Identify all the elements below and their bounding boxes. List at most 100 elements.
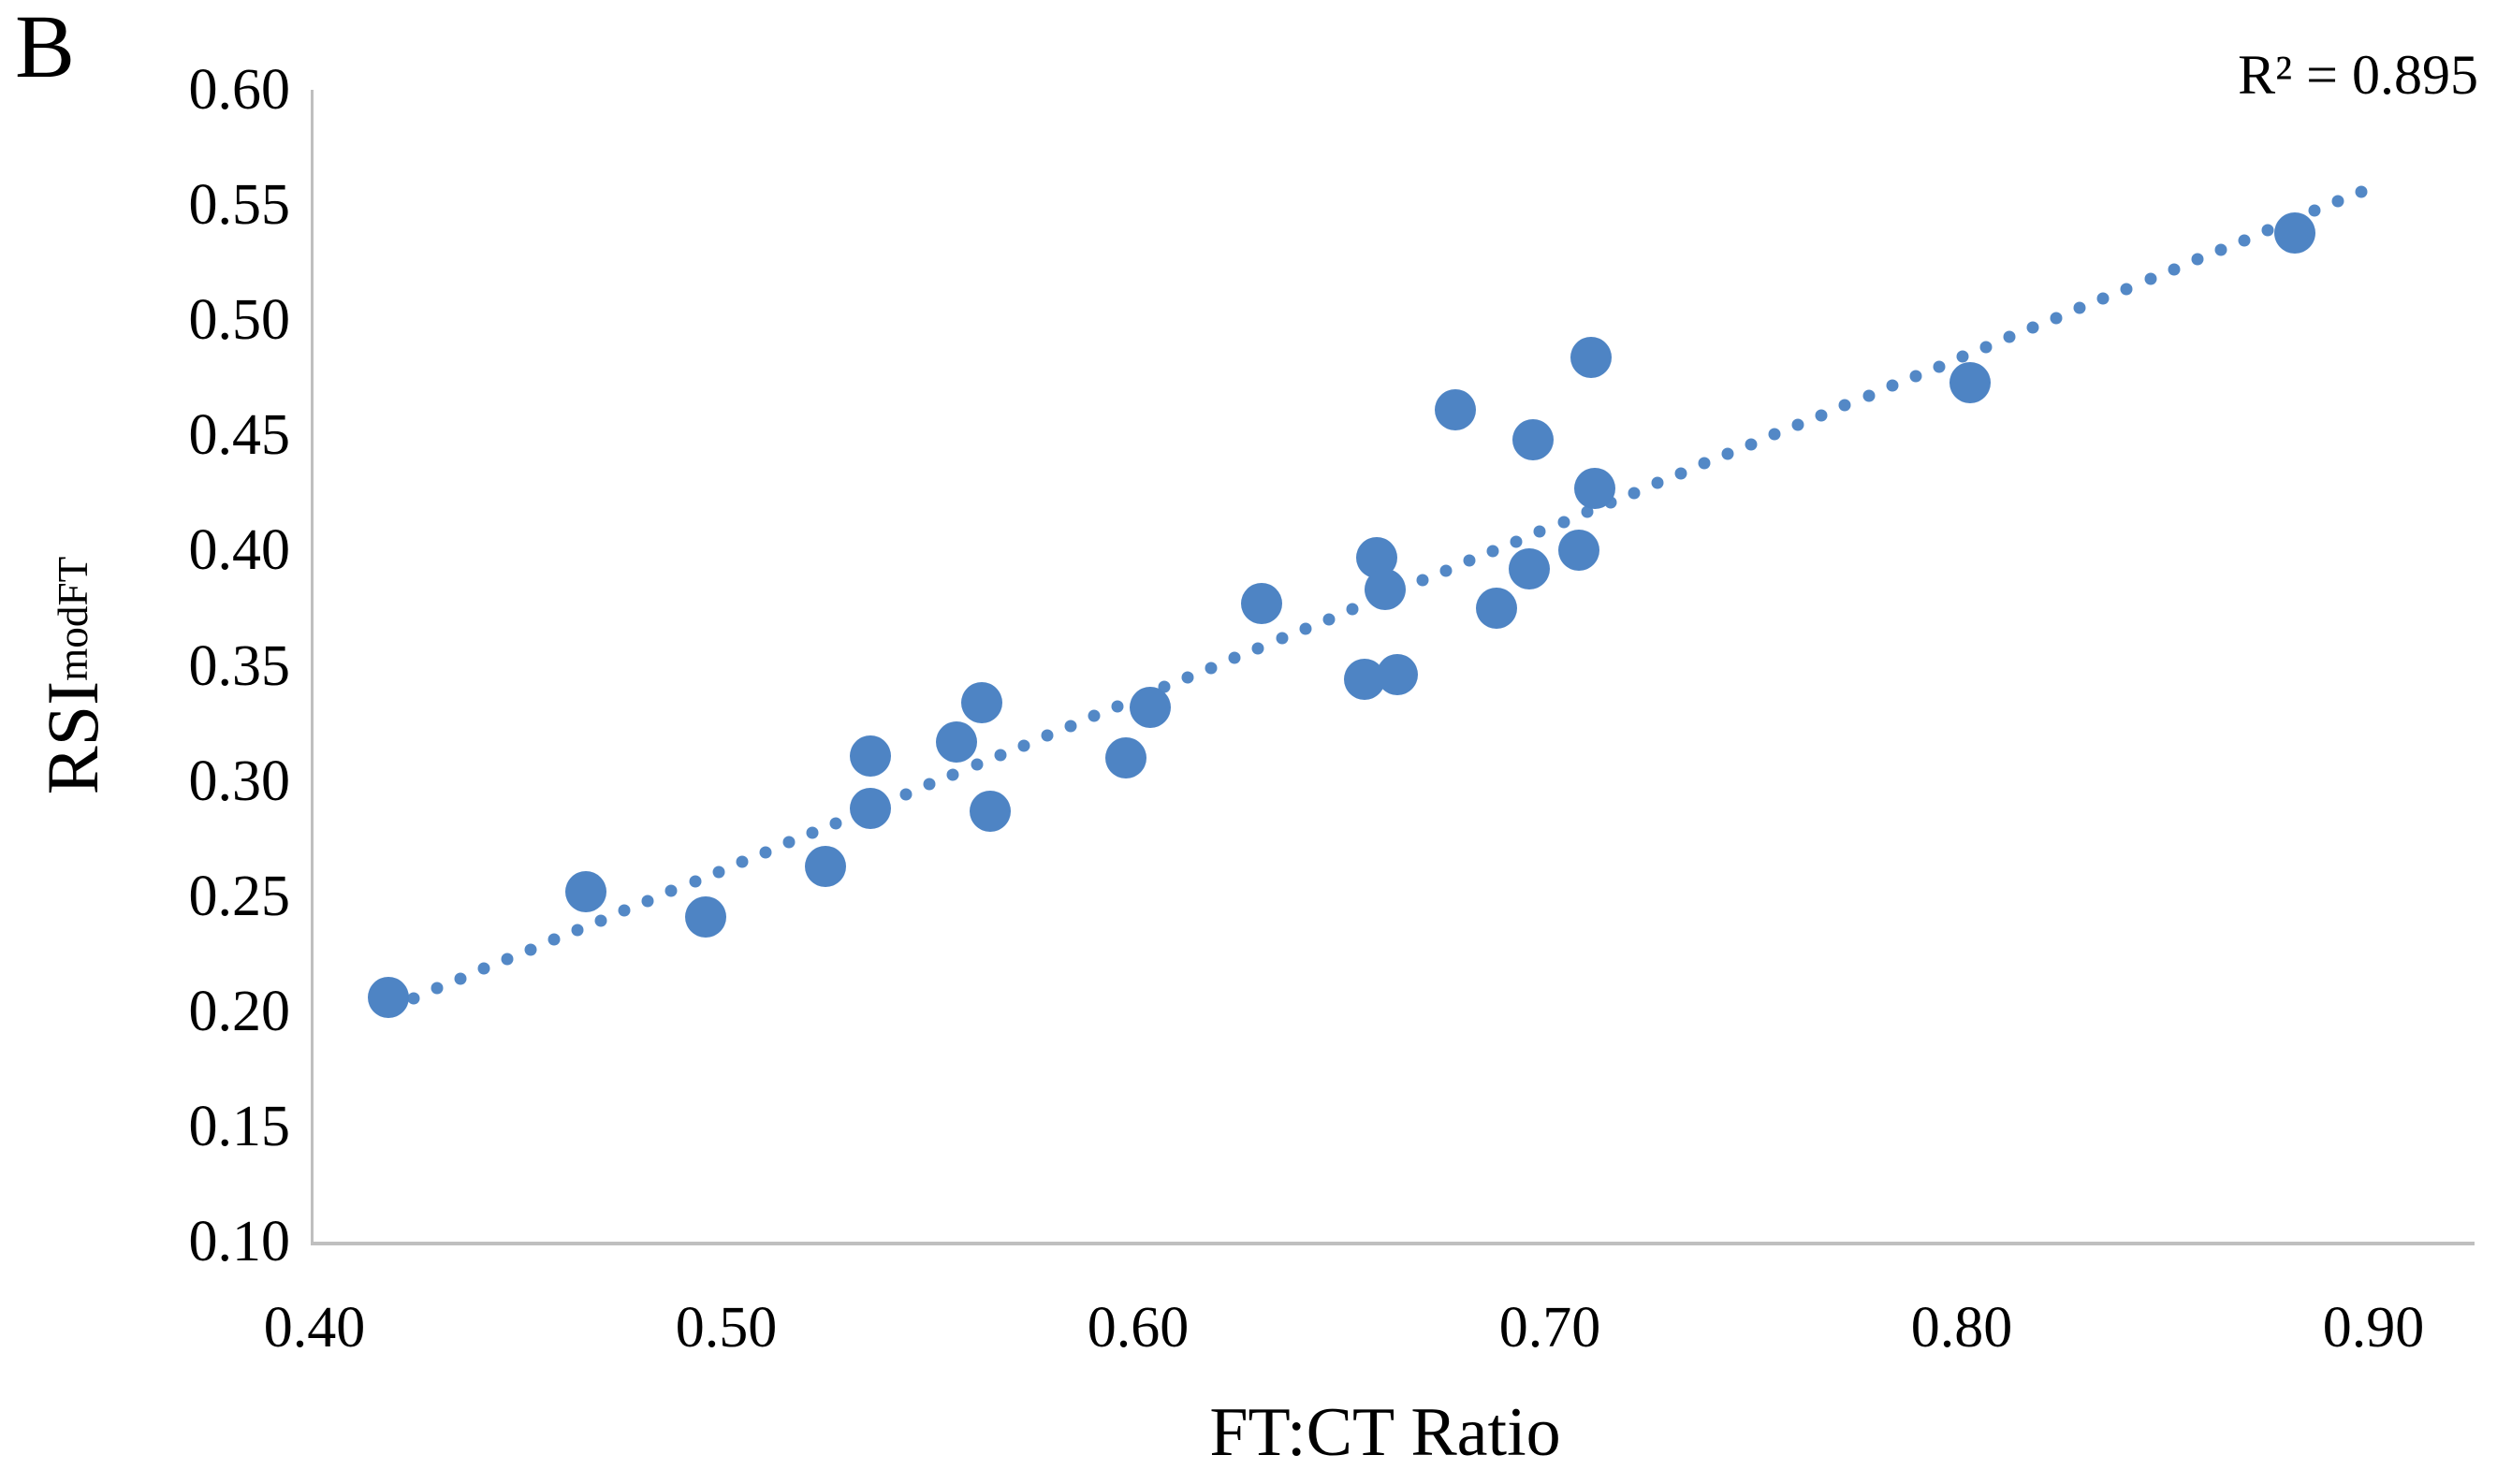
trendline-dot — [1533, 525, 1546, 538]
trendline-dot — [1064, 720, 1077, 733]
trendline-dot — [1581, 505, 1594, 518]
trendline-dot — [1651, 476, 1664, 489]
trendline-dot — [829, 817, 842, 830]
data-point — [1377, 654, 1419, 696]
x-tick-label: 0.40 — [263, 1296, 366, 1360]
trendline-dot — [1721, 447, 1734, 460]
x-axis-line — [311, 1242, 2475, 1245]
data-point — [1365, 569, 1406, 611]
trendline-dot — [2214, 243, 2227, 256]
y-tick-label: 0.60 — [188, 58, 291, 122]
trendline-dot — [1017, 739, 1030, 752]
trendline-dot — [1276, 632, 1289, 645]
trendline-dot — [1439, 564, 1453, 577]
trendline-dot — [2144, 272, 2157, 285]
trendline-dot — [571, 924, 584, 937]
x-axis-title: FT:CT Ratio — [1209, 1394, 1561, 1471]
trendline-dot — [2050, 312, 2063, 325]
y-tick-label: 0.35 — [188, 633, 291, 698]
y-tick-label: 0.40 — [188, 518, 291, 583]
trendline-dot — [431, 982, 444, 995]
trendline-dot — [899, 788, 913, 801]
trendline-dot — [1628, 487, 1641, 500]
y-tick-label: 0.30 — [188, 749, 291, 813]
y-tick-label: 0.25 — [188, 864, 291, 928]
trendline-dot — [1557, 516, 1570, 529]
data-point — [936, 720, 978, 763]
data-point — [368, 977, 410, 1019]
trendline-dot — [454, 972, 467, 985]
data-point — [804, 845, 846, 887]
trendline-dot — [1322, 613, 1336, 626]
trendline-dot — [1838, 399, 1851, 412]
trendline-dot — [407, 992, 420, 1005]
x-tick-label: 0.70 — [1498, 1296, 1601, 1360]
data-point — [1104, 736, 1146, 778]
trendline-dot — [1886, 379, 1899, 392]
data-point — [850, 788, 891, 830]
trendline-dot — [2355, 185, 2368, 198]
trendline-dot — [2026, 321, 2039, 334]
trendline-dot — [2120, 283, 2133, 296]
y-axis-line — [311, 90, 314, 1243]
trendline-dot — [2168, 263, 2181, 276]
x-tick-label: 0.80 — [1910, 1296, 2013, 1360]
trendline-dot — [759, 846, 772, 859]
trendline-dot — [923, 778, 936, 791]
trendline-dot — [1862, 389, 1876, 402]
trendline-dot — [594, 914, 607, 927]
trendline-dot — [1979, 341, 1993, 354]
r-squared-annotation: R² = 0.895 — [2238, 44, 2478, 106]
data-point — [685, 895, 726, 938]
trendline-dot — [1933, 360, 1946, 373]
data-point — [1241, 583, 1282, 625]
x-tick-label: 0.90 — [2322, 1296, 2425, 1360]
trendline-dot — [1088, 709, 1101, 722]
trendline-dot — [1510, 535, 1523, 548]
trendline-dot — [689, 875, 702, 888]
trendline-dot — [1251, 642, 1264, 655]
data-point — [1949, 361, 1991, 403]
trendline-dot — [2238, 234, 2251, 247]
trendline-dot — [2261, 224, 2274, 237]
trendline-dot — [2331, 195, 2344, 208]
trendline-dot — [1745, 438, 1758, 451]
data-point — [1130, 686, 1172, 728]
y-tick-label: 0.45 — [188, 403, 291, 468]
trendline-dot — [2191, 253, 2204, 266]
trendline-dot — [712, 866, 725, 879]
trendline-dot — [1416, 574, 1429, 587]
data-point — [2274, 211, 2316, 254]
trendline-dot — [1299, 622, 1312, 635]
trendline-dot — [1228, 651, 1241, 664]
trendline-dot — [1815, 409, 1828, 422]
y-tick-label: 0.10 — [188, 1210, 291, 1273]
trendline-dot — [1956, 350, 1969, 363]
data-point — [850, 735, 891, 777]
data-point — [1570, 336, 1612, 378]
panel-label: B — [15, 0, 76, 96]
trendline-dot — [664, 884, 678, 897]
trendline-dot — [994, 749, 1007, 762]
x-tick-label: 0.60 — [1087, 1296, 1190, 1360]
y-tick-label: 0.55 — [188, 173, 291, 238]
trendline-dot — [618, 904, 631, 917]
data-point — [969, 790, 1011, 832]
trendline-dot — [806, 826, 819, 839]
data-point — [1509, 548, 1550, 590]
trendline-dot — [524, 943, 537, 956]
trendline-dot — [1674, 467, 1687, 480]
data-point — [1475, 587, 1517, 629]
data-point — [1557, 530, 1599, 572]
trendline-dot — [946, 768, 959, 781]
data-point — [1434, 389, 1476, 431]
y-tick-label: 0.15 — [188, 1094, 291, 1158]
trendline-dot — [548, 933, 561, 946]
trendline-dot — [501, 953, 514, 966]
trendline-dot — [641, 895, 654, 908]
trendline-dot — [1346, 603, 1359, 616]
trendline-dot — [736, 855, 749, 868]
data-point — [565, 870, 607, 912]
trendline-dot — [1463, 554, 1476, 567]
